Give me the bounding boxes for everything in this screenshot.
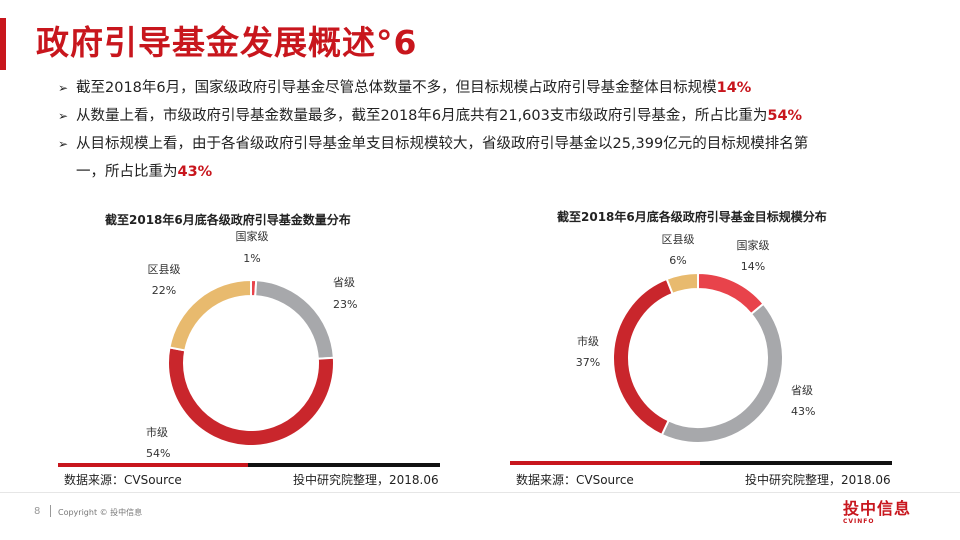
chart-2-slice-value: 14%	[741, 260, 765, 273]
chart-2-slice-1	[697, 271, 765, 316]
chart-2-credit: 投中研究院整理，2018.06	[745, 473, 891, 487]
arrow-bullet-icon: ➢	[58, 137, 69, 151]
chart-1-slice-label: 国家级	[236, 229, 269, 243]
chart-2-title: 截至2018年6月底各级政府引导基金目标规模分布	[557, 210, 827, 224]
chart-1-title: 截至2018年6月底各级政府引导基金数量分布	[105, 213, 351, 227]
chart-2-slice-value: 43%	[791, 405, 815, 418]
bullet-list: ➢ 截至2018年6月，国家级政府引导基金尽管总体数量不多，但目标规模占政府引导…	[58, 74, 918, 186]
bullet-highlight: 54%	[767, 108, 803, 124]
slide-title: 政府引导基金发展概述°6	[36, 23, 418, 62]
logo-subtext: CVINFO	[843, 518, 875, 525]
company-logo: 投中信息 CVINFO	[843, 500, 923, 532]
source-bar-red	[58, 463, 248, 467]
chart-1-slice-2	[254, 279, 335, 360]
bullet-text-continued: 一，所占比重为	[76, 164, 178, 180]
source-bar-black	[248, 463, 440, 467]
bullet-text: 从目标规模上看，由于各省级政府引导基金单支目标规模较大，省级政府引导基金以25,…	[76, 136, 809, 152]
bullet-text: 截至2018年6月，国家级政府引导基金尽管总体数量不多，但目标规模占政府引导基金…	[76, 80, 717, 96]
chart-1-slice-3	[167, 346, 335, 447]
chart-1-slice-label: 市级	[146, 425, 168, 439]
logo-text: 投中信息	[843, 499, 912, 518]
chart-2-slice-value: 37%	[576, 356, 600, 369]
bullet-text: 从数量上看，市级政府引导基金数量最多，截至2018年6月底共有21,603支市级…	[76, 108, 768, 124]
chart-2-slice-label: 国家级	[737, 238, 770, 252]
chart-1-slice-value: 22%	[152, 284, 176, 297]
source-bar-red	[510, 461, 700, 465]
footer-separator	[50, 505, 51, 517]
bullet-highlight: 43%	[177, 164, 213, 180]
chart-2-slice-4	[665, 271, 699, 296]
chart-1-slice-value: 23%	[333, 298, 357, 311]
copyright-text: Copyright © 投中信息	[58, 508, 143, 517]
footer-divider	[0, 492, 960, 493]
chart-1-slice-label: 区县级	[148, 263, 181, 276]
chart-1-slice-label: 省级	[333, 276, 355, 289]
chart-1-credit: 投中研究院整理，2018.06	[293, 473, 439, 487]
chart-2-source: 数据来源：CVSource	[516, 473, 634, 487]
chart-1-slice-value: 54%	[146, 447, 170, 460]
bullet-highlight: 14%	[716, 80, 752, 96]
chart-2-slice-3	[612, 277, 674, 437]
bullet-item: ➢ 从目标规模上看，由于各省级政府引导基金单支目标规模较大，省级政府引导基金以2…	[58, 130, 918, 186]
chart-2-slice-2	[660, 302, 784, 444]
source-bar-black	[700, 461, 892, 465]
bullet-item: ➢ 从数量上看，市级政府引导基金数量最多，截至2018年6月底共有21,603支…	[58, 102, 918, 130]
chart-1-slice-value: 1%	[243, 252, 260, 265]
chart-2-slice-label: 市级	[577, 334, 599, 348]
arrow-bullet-icon: ➢	[58, 109, 69, 123]
bullet-item: ➢ 截至2018年6月，国家级政府引导基金尽管总体数量不多，但目标规模占政府引导…	[58, 74, 918, 102]
chart-1-slice-4	[168, 278, 252, 352]
chart-1-source: 数据来源：CVSource	[64, 473, 182, 487]
chart-2-slice-label: 省级	[791, 384, 813, 397]
chart-2-slice-label: 区县级	[662, 233, 695, 246]
chart-2-slice-value: 6%	[669, 254, 686, 267]
page-number: 8	[34, 506, 41, 517]
arrow-bullet-icon: ➢	[58, 81, 69, 95]
title-accent-bar	[0, 18, 6, 70]
